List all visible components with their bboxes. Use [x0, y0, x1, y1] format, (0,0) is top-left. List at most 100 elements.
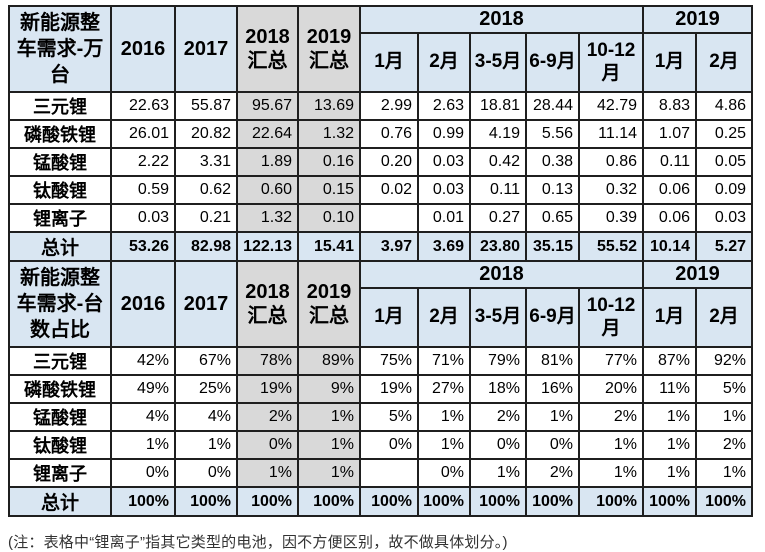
data-cell: 0.09 — [695, 175, 753, 205]
data-cell: 26.01 — [110, 119, 176, 149]
data-cell: 1% — [417, 402, 471, 432]
data-cell: 2.22 — [110, 147, 176, 177]
data-cell: 3.69 — [417, 231, 471, 262]
table-row: 锂离子 0% 0% 1% 1% 0% 1% 2% 1% 1% 1% — [8, 458, 753, 488]
row-label: 钛酸锂 — [8, 175, 112, 205]
header-row-months: 1月 2月 3-5月 6-9月 10-12月 1月 2月 — [9, 32, 753, 93]
row-label: 锰酸锂 — [8, 402, 112, 432]
data-cell: 100% — [174, 486, 238, 517]
table-row: 钛酸锂 1% 1% 0% 1% 0% 1% 0% 0% 1% 1% 2% — [8, 430, 753, 460]
data-cell: 5.27 — [695, 231, 753, 262]
table-row: 三元锂 22.63 55.87 95.67 13.69 2.99 2.63 18.81 28.4… — [8, 91, 753, 121]
row-label: 锰酸锂 — [8, 147, 112, 177]
data-cell: 0.86 — [578, 147, 644, 177]
data-cell: 1% — [642, 402, 697, 432]
data-cell: 2% — [236, 402, 299, 432]
data-cell: 122.13 — [236, 231, 299, 262]
data-cell: 1% — [469, 458, 527, 488]
data-cell: 0.60 — [236, 175, 299, 205]
data-cell: 100% — [525, 486, 580, 517]
data-cell: 0.38 — [525, 147, 580, 177]
data-cell: 0.59 — [110, 175, 176, 205]
data-cell: 18.81 — [469, 91, 527, 121]
data-cell: 0.65 — [525, 203, 580, 233]
data-cell: 13.69 — [297, 91, 361, 121]
year-group-header: 2018 — [359, 260, 644, 289]
data-cell: 0.11 — [469, 175, 527, 205]
data-cell: 20% — [578, 374, 644, 404]
data-cell: 4.86 — [695, 91, 753, 121]
data-cell: 8.83 — [642, 91, 697, 121]
row-label: 锂离子 — [8, 458, 112, 488]
data-cell: 0.03 — [110, 203, 176, 233]
data-cell: 28.44 — [525, 91, 580, 121]
data-cell: 0.21 — [174, 203, 238, 233]
data-cell: 0.99 — [417, 119, 471, 149]
data-cell: 67% — [174, 346, 238, 376]
data-cell: 9% — [297, 374, 361, 404]
data-cell: 100% — [417, 486, 471, 517]
data-cell: 0.39 — [578, 203, 644, 233]
data-cell: 95.67 — [236, 91, 299, 121]
data-cell: 0.13 — [525, 175, 580, 205]
data-cell: 100% — [469, 486, 527, 517]
row-label: 总计 — [8, 231, 112, 262]
row-label: 磷酸铁锂 — [8, 119, 112, 149]
data-cell: 81% — [525, 346, 580, 376]
table-row: 三元锂 42% 67% 78% 89% 75% 71% 79% 81% 77% 87% 92% — [8, 346, 753, 376]
month-header: 2月 — [695, 287, 753, 348]
data-cell: 1% — [297, 402, 361, 432]
data-cell: 55.52 — [578, 231, 644, 262]
data-cell: 10.14 — [642, 231, 697, 262]
month-header: 1月 — [359, 32, 419, 93]
data-cell: 3.31 — [174, 147, 238, 177]
data-cell: 1% — [578, 430, 644, 460]
data-cell: 0% — [469, 430, 527, 460]
summary-header: 2018汇总 — [236, 5, 299, 93]
data-cell: 0.16 — [297, 147, 361, 177]
battery-demand-table: 新能源整车需求-万台 2016 2017 2018汇总 2019汇总 2018 2019 1月… — [8, 5, 753, 517]
summary-header: 2016 — [110, 260, 176, 348]
data-cell: 0.06 — [642, 175, 697, 205]
year-group-header: 2019 — [642, 5, 753, 34]
data-cell: 1% — [525, 402, 580, 432]
data-cell — [359, 203, 419, 233]
data-cell: 53.26 — [110, 231, 176, 262]
data-cell: 0% — [525, 430, 580, 460]
data-cell: 0% — [110, 458, 176, 488]
data-cell: 1% — [236, 458, 299, 488]
data-cell: 0.05 — [695, 147, 753, 177]
data-cell: 1.07 — [642, 119, 697, 149]
data-cell: 0.25 — [695, 119, 753, 149]
data-cell: 0.03 — [695, 203, 753, 233]
data-cell: 5.56 — [525, 119, 580, 149]
data-cell: 2% — [525, 458, 580, 488]
data-cell: 1.89 — [236, 147, 299, 177]
data-cell: 25% — [174, 374, 238, 404]
table-row: 锰酸锂 2.22 3.31 1.89 0.16 0.20 0.03 0.42 0.38 0.86 0… — [8, 147, 753, 177]
data-cell: 2% — [469, 402, 527, 432]
data-cell: 100% — [695, 486, 753, 517]
data-cell: 0.62 — [174, 175, 238, 205]
section-corner-label: 新能源整车需求-万台 — [8, 5, 112, 93]
data-cell: 2% — [695, 430, 753, 460]
data-cell: 0.15 — [297, 175, 361, 205]
data-cell: 100% — [110, 486, 176, 517]
total-row: 总计 100% 100% 100% 100% 100% 100% 100% 100% 100% 10… — [8, 486, 753, 517]
month-header: 2月 — [695, 32, 753, 93]
year-group-header: 2019 — [642, 260, 753, 289]
data-cell: 35.15 — [525, 231, 580, 262]
month-header: 6-9月 — [525, 32, 580, 93]
data-cell: 22.63 — [110, 91, 176, 121]
data-cell: 23.80 — [469, 231, 527, 262]
data-cell: 2.63 — [417, 91, 471, 121]
data-cell: 0.02 — [359, 175, 419, 205]
data-cell: 4% — [174, 402, 238, 432]
data-cell: 2.99 — [359, 91, 419, 121]
data-cell — [359, 458, 419, 488]
month-header: 2月 — [417, 287, 471, 348]
data-cell: 79% — [469, 346, 527, 376]
data-cell: 1% — [642, 430, 697, 460]
summary-header: 2016 — [110, 5, 176, 93]
data-cell: 0.01 — [417, 203, 471, 233]
